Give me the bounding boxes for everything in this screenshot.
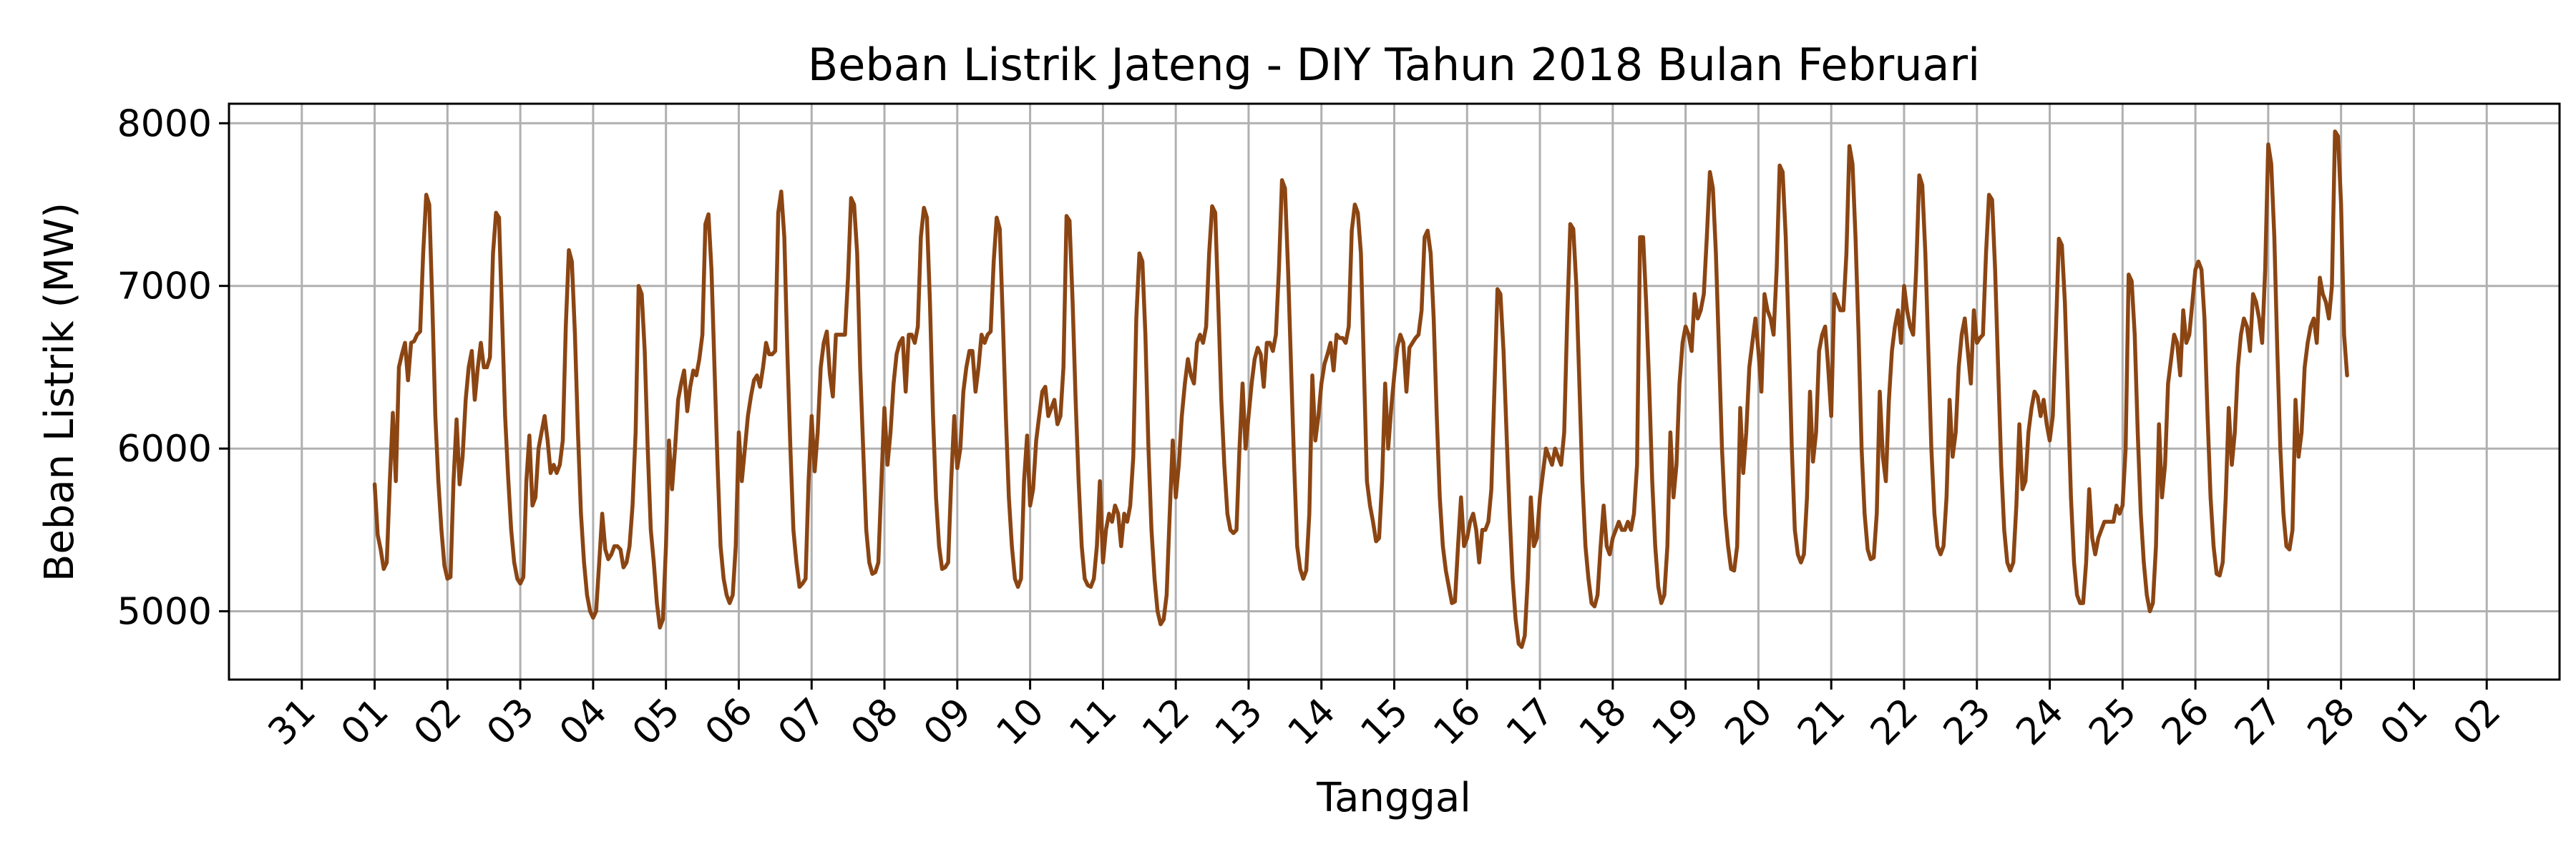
series-line (372, 129, 2349, 650)
y-tick-label: 5000 (117, 590, 212, 633)
x-tick-label: 10 (989, 690, 1053, 754)
y-tick-label: 8000 (117, 102, 212, 145)
x-tick-label: 15 (1352, 690, 1416, 754)
x-tick-label: 19 (1644, 690, 1708, 754)
x-tick-label: 07 (770, 690, 834, 754)
y-axis-label: Beban Listrik (MW) (36, 202, 83, 582)
grid-layer (229, 104, 2560, 680)
x-tick-label: 28 (2300, 690, 2363, 754)
x-tick-label: 23 (1936, 690, 1999, 754)
y-axis: 5000 6000 7000 8000 (117, 102, 229, 633)
x-tick-label: 01 (333, 690, 397, 754)
y-tick-label: 6000 (117, 428, 212, 471)
x-tick-label: 09 (916, 690, 980, 754)
x-tick-label: 05 (625, 690, 688, 754)
x-tick-label: 21 (1790, 690, 1853, 754)
x-tick-label: 16 (1425, 690, 1489, 754)
x-tick-label: 17 (1498, 690, 1562, 754)
x-tick-label: 08 (843, 690, 907, 754)
x-tick-label: 03 (479, 690, 542, 754)
x-tick-label: 02 (2445, 690, 2509, 754)
x-tick-label: 12 (1134, 690, 1198, 754)
x-tick-label: 22 (1863, 690, 1926, 754)
x-tick-label: 14 (1280, 690, 1344, 754)
x-axis: 31 01 02 03 04 05 06 07 08 09 10 11 12 13 14 15 16 17 18 19… (260, 680, 2509, 754)
x-tick-label: 01 (2372, 690, 2436, 754)
x-tick-label: 11 (1061, 690, 1125, 754)
chart-title: Beban Listrik Jateng - DIY Tahun 2018 Bu… (808, 39, 1981, 91)
y-tick-label: 7000 (117, 265, 212, 308)
series-layer (372, 129, 2349, 650)
x-tick-label: 02 (406, 690, 469, 754)
x-tick-label: 04 (552, 690, 615, 754)
x-tick-label: 24 (2009, 690, 2072, 754)
x-tick-label: 31 (260, 690, 324, 754)
x-tick-label: 06 (697, 690, 761, 754)
x-tick-label: 20 (1717, 690, 1780, 754)
x-tick-label: 25 (2081, 690, 2145, 754)
x-tick-label: 13 (1207, 690, 1271, 754)
x-tick-label: 26 (2154, 690, 2218, 754)
x-tick-label: 18 (1571, 690, 1635, 754)
x-tick-label: 27 (2227, 690, 2290, 754)
x-axis-label: Tanggal (1316, 775, 1471, 821)
